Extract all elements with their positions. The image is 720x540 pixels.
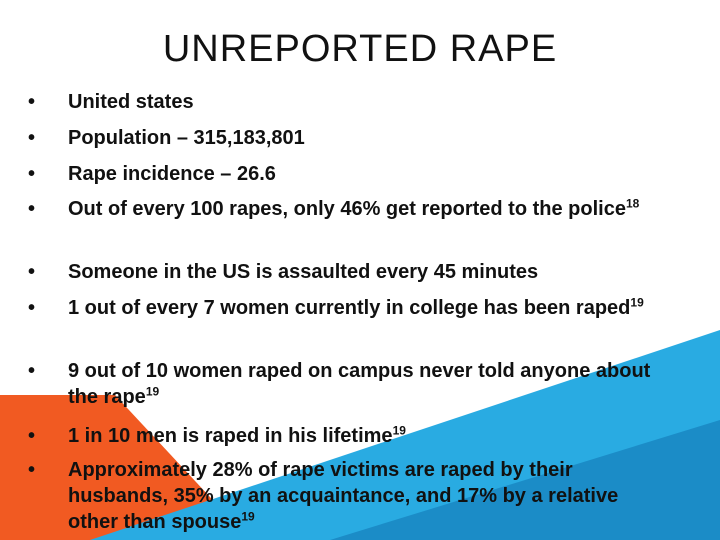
bullet-text: Population – 315,183,801 — [68, 127, 305, 149]
bullet-item: 1 out of every 7 women currently in coll… — [28, 295, 668, 321]
bullet-text: Rape incidence – 26.6 — [68, 163, 276, 185]
footnote-ref: 19 — [145, 384, 160, 399]
bullet-text: 1 in 10 men is raped in his lifetime — [68, 425, 393, 447]
slide-title: UNREPORTED RAPE — [162, 28, 558, 70]
bullet-item: 9 out of 10 women raped on campus never … — [28, 358, 668, 410]
bullet-item: Approximately 28% of rape victims are ra… — [28, 457, 668, 535]
bullet-item: 1 in 10 men is raped in his lifetime19 — [28, 423, 668, 449]
footnote-ref: 19 — [392, 423, 406, 438]
footnote-ref: 18 — [625, 196, 640, 211]
bullet-text: Out of every 100 rapes, only 46% get rep… — [68, 198, 626, 220]
bullet-item: Out of every 100 rapes, only 46% get rep… — [28, 196, 668, 222]
footnote-ref: 19 — [630, 295, 644, 310]
footnote-ref: 19 — [241, 509, 255, 524]
bullet-item: United states — [28, 89, 668, 115]
bullet-item: Rape incidence – 26.6 — [28, 161, 668, 187]
bullet-item: Population – 315,183,801 — [28, 125, 668, 151]
bullet-text: Approximately 28% of rape victims are ra… — [68, 459, 619, 533]
bullet-text: 1 out of every 7 women currently in coll… — [68, 297, 631, 319]
bullet-text: Someone in the US is assaulted every 45 … — [68, 261, 539, 283]
bullet-text: 9 out of 10 women raped on campus never … — [68, 360, 651, 408]
bullet-item: Someone in the US is assaulted every 45 … — [28, 259, 668, 285]
bullet-text: United states — [68, 91, 194, 113]
